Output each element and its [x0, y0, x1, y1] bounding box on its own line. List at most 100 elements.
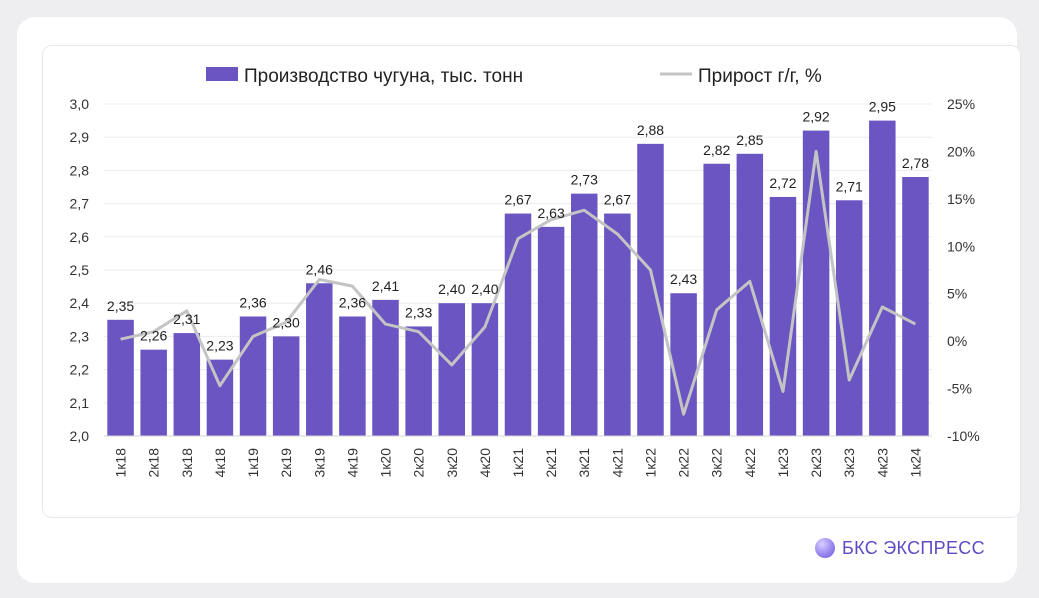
growth-line	[120, 149, 917, 416]
bar-data-label: 2,35	[107, 298, 134, 314]
bar	[604, 213, 631, 436]
bar-data-label: 2,71	[836, 178, 863, 194]
x-tick-label: 2к20	[411, 448, 427, 478]
y-left-tick-label: 3,0	[70, 96, 90, 112]
x-tick-label: 3к23	[841, 448, 857, 478]
legend-bar-swatch	[206, 67, 238, 81]
brand-name: БКС ЭКСПРЕСС	[842, 537, 985, 558]
bar-data-label: 2,88	[637, 122, 664, 138]
x-tick-label: 2к18	[146, 448, 162, 478]
bar	[869, 120, 896, 436]
x-tick-label: 1к18	[113, 448, 129, 478]
y-right-tick-label: 25%	[947, 96, 975, 112]
y-right-tick-label: -5%	[947, 381, 972, 397]
bar-data-label: 2,67	[504, 192, 531, 208]
x-tick-label: 1к21	[510, 448, 526, 478]
bar-data-label: 2,40	[438, 281, 465, 297]
y-left-tick-label: 2,7	[70, 196, 90, 212]
bar	[504, 213, 532, 436]
y-right-tick-label: 15%	[947, 191, 975, 207]
bar-data-label: 2,92	[802, 109, 829, 125]
bar	[306, 283, 333, 436]
y-right-tick-label: 0%	[947, 333, 967, 349]
bar-data-label: 2,78	[902, 155, 929, 171]
bar-data-label: 2,33	[405, 304, 432, 320]
bar-data-label: 2,63	[537, 205, 564, 221]
x-tick-label: 4к21	[609, 448, 625, 478]
bar	[802, 130, 830, 436]
bar-data-label: 2,73	[571, 172, 598, 188]
bar-data-label: 2,41	[372, 278, 399, 294]
x-tick-label: 3к22	[709, 448, 725, 478]
bar	[769, 196, 797, 436]
x-tick-label: 4к20	[477, 448, 493, 478]
bar	[239, 316, 267, 436]
x-tick-label: 2к23	[808, 448, 824, 478]
y-left-tick-label: 2,4	[70, 295, 90, 311]
bar	[438, 303, 466, 436]
bar-data-label: 2,67	[604, 192, 631, 208]
x-tick-label: 3к19	[311, 448, 327, 478]
bar-data-label: 2,23	[206, 338, 233, 354]
bar	[107, 319, 134, 436]
brand-sphere-icon	[815, 538, 835, 558]
legend: Производство чугуна, тыс. тонн Прирост г…	[206, 66, 822, 87]
x-tick-label: 4к18	[212, 448, 228, 478]
x-tick-label: 3к21	[576, 448, 592, 478]
bar	[537, 226, 565, 436]
bar	[405, 326, 432, 436]
bar	[570, 193, 598, 436]
growth-line-path	[120, 149, 917, 416]
bar-data-label: 2,85	[736, 132, 763, 148]
bar	[703, 163, 730, 436]
bars	[107, 120, 929, 437]
bar	[372, 299, 399, 436]
y-left-tick-label: 2,3	[70, 328, 90, 344]
bar	[902, 177, 929, 437]
bar-data-label: 2,36	[339, 294, 366, 310]
bar-data-label: 2,43	[670, 271, 697, 287]
bar	[272, 336, 300, 436]
bar-data-label: 2,31	[173, 311, 200, 327]
x-tick-label: 4к19	[344, 448, 360, 478]
bar	[637, 143, 664, 436]
bar	[173, 333, 201, 436]
x-tick-label: 1к22	[642, 448, 658, 478]
x-tick-label: 4к22	[742, 448, 758, 478]
bar-data-label: 2,46	[306, 261, 333, 277]
x-tick-label: 2к21	[543, 448, 559, 478]
x-tick-label: 1к23	[775, 448, 791, 478]
bar	[736, 153, 764, 437]
x-tick-label: 3к18	[179, 448, 195, 478]
legend-bar-label: Производство чугуна, тыс. тонн	[244, 66, 523, 87]
bar	[339, 316, 366, 436]
bar-data-label: 2,72	[769, 175, 796, 191]
x-tick-label: 1к19	[245, 448, 261, 478]
y-left-tick-label: 2,5	[70, 262, 90, 278]
bar-data-label: 2,36	[239, 294, 266, 310]
y-right-tick-label: 20%	[947, 143, 975, 159]
bar-data-label: 2,26	[140, 328, 167, 344]
legend-line-label: Прирост г/г, %	[698, 66, 822, 87]
brand-logo: БКС ЭКСПРЕСС	[815, 535, 985, 561]
y-left-tick-label: 2,0	[70, 428, 90, 444]
data-labels: 2,35 2,26 2,31 2,23 2,36 2,30 2,46 2,36 2,41 2,33…	[107, 99, 929, 354]
bar-data-label: 2,82	[703, 142, 730, 158]
y-right-tick-label: 10%	[947, 238, 975, 254]
bar-data-label: 2,30	[273, 314, 300, 330]
x-tick-label: 2к19	[278, 448, 294, 478]
x-tick-label: 1к24	[907, 448, 923, 478]
x-tick-label: 3к20	[444, 448, 460, 478]
y-left-tick-label: 2,2	[70, 362, 90, 378]
y-right-tick-label: -10%	[947, 428, 980, 444]
y-right-tick-label: 5%	[947, 286, 967, 302]
x-tick-label: 2к22	[676, 448, 692, 478]
x-tick-label: 4к23	[874, 448, 890, 478]
y-left-tick-label: 2,6	[70, 229, 90, 245]
y-left-tick-label: 2,8	[70, 162, 90, 178]
axes: 2,0 2,1 2,2 2,3 2,4 2,5 2,6 2,7 2,8 2,9 3,0 -10% -5%…	[70, 96, 980, 477]
bar-data-label: 2,40	[471, 281, 498, 297]
y-left-tick-label: 2,1	[70, 395, 90, 411]
bar-data-label: 2,95	[869, 99, 896, 115]
